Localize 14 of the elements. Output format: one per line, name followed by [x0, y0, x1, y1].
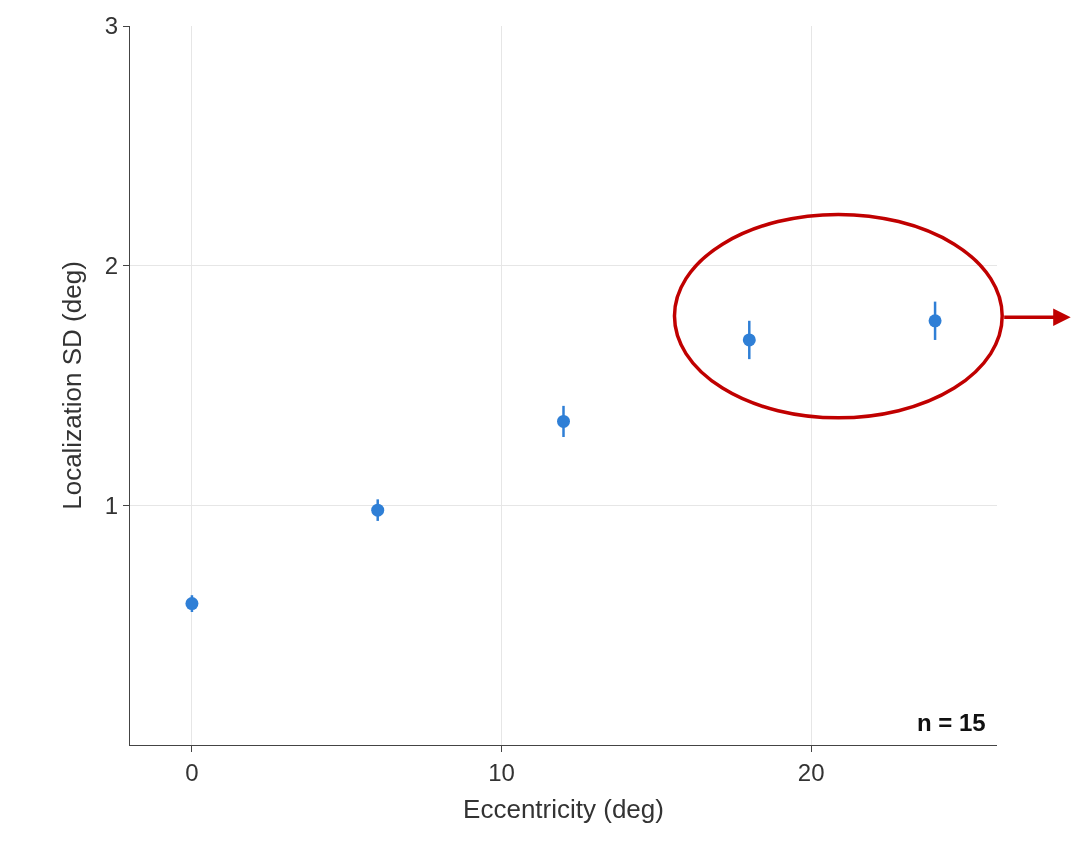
x-tick-label: 10 — [488, 758, 515, 786]
y-tick-label: 1 — [104, 491, 119, 519]
y-tick-label: 3 — [104, 12, 119, 40]
point — [928, 314, 942, 328]
y-axis-title: Localization SD (deg) — [57, 261, 88, 510]
point — [371, 503, 385, 517]
x-tick-label: 20 — [797, 758, 825, 786]
point — [185, 597, 199, 611]
x-tick-label: 0 — [185, 758, 199, 786]
point — [557, 414, 570, 428]
annotation: n = 15 — [917, 709, 986, 736]
point — [742, 333, 756, 347]
y-tick-label: 2 — [104, 252, 119, 280]
x-axis-title: Eccentricity (deg) — [463, 794, 664, 825]
